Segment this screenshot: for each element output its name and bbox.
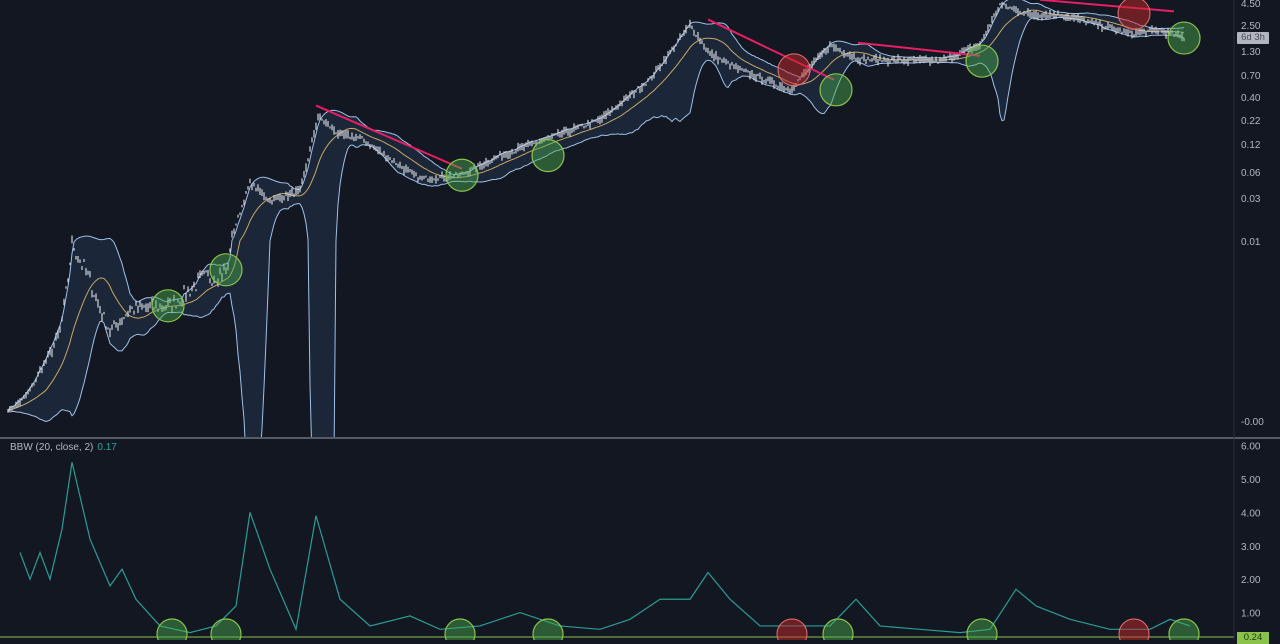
buy-signal-marker[interactable] — [819, 73, 853, 107]
price-axis-tick: 1.30 — [1241, 47, 1261, 58]
bbw-buy-signal-marker[interactable] — [532, 618, 564, 640]
price-axis-tick: 0.40 — [1241, 93, 1261, 104]
buy-signal-marker[interactable] — [151, 289, 185, 323]
bbw-axis-tick: 1.00 — [1241, 609, 1261, 620]
bbw-last-value-badge: 0.24 — [1237, 632, 1269, 644]
bbw-indicator-label: BBW (20, close, 2) — [10, 442, 94, 453]
buy-signal-marker[interactable] — [209, 253, 243, 287]
bollinger-basis — [7, 9, 1185, 412]
bbw-axis-tick: 4.00 — [1241, 508, 1261, 519]
price-axis-tick: 4.50 — [1241, 0, 1261, 10]
bollinger-lower-band — [7, 16, 1185, 437]
price-axis-tick: 0.12 — [1241, 140, 1261, 151]
sell-signal-marker[interactable] — [777, 53, 811, 87]
bbw-sell-signal-marker[interactable] — [1118, 618, 1150, 640]
price-axis-tick: 0.22 — [1241, 116, 1261, 127]
buy-signal-marker[interactable] — [965, 44, 999, 78]
bbw-buy-signal-marker[interactable] — [444, 618, 476, 640]
bbw-axis-tick: 3.00 — [1241, 542, 1261, 553]
trendline[interactable] — [857, 41, 981, 57]
bbw-axis-tick: 6.00 — [1241, 442, 1261, 453]
bbw-current-value: 0.17 — [97, 442, 117, 453]
price-pane[interactable] — [7, 0, 1201, 460]
buy-signal-marker[interactable] — [531, 139, 565, 173]
trendline[interactable] — [1039, 0, 1175, 13]
bbw-pane[interactable] — [0, 462, 1234, 640]
price-axis-tick: 0.70 — [1241, 71, 1261, 82]
bbw-legend[interactable]: BBW (20, close, 2) 0.17 — [10, 442, 117, 453]
bbw-buy-signal-marker[interactable] — [966, 618, 998, 640]
bbw-axis-tick: 2.00 — [1241, 575, 1261, 586]
bbw-buy-signal-marker[interactable] — [156, 618, 188, 640]
trendline[interactable] — [707, 18, 835, 81]
bbw-buy-signal-marker[interactable] — [822, 618, 854, 640]
price-axis-tick: 2.50 — [1241, 21, 1261, 32]
bbw-line — [19, 462, 1191, 634]
bollinger-band-fill — [8, 0, 1184, 437]
price-axis-tick: 0.03 — [1241, 194, 1261, 205]
bbw-buy-signal-marker[interactable] — [210, 618, 242, 640]
bbw-axis-tick: 5.00 — [1241, 475, 1261, 486]
countdown-badge: 6d 3h — [1237, 32, 1269, 44]
buy-signal-marker[interactable] — [1167, 21, 1201, 55]
bbw-buy-signal-marker[interactable] — [1168, 618, 1200, 640]
buy-signal-marker[interactable] — [445, 158, 479, 192]
trendline[interactable] — [315, 104, 463, 170]
price-axis-tick: -0.00 — [1241, 417, 1264, 428]
price-axis-tick: 0.01 — [1241, 237, 1261, 248]
bbw-sell-signal-marker[interactable] — [776, 618, 808, 640]
sell-signal-marker[interactable] — [1117, 0, 1151, 30]
price-axis-tick: 0.06 — [1241, 168, 1261, 179]
